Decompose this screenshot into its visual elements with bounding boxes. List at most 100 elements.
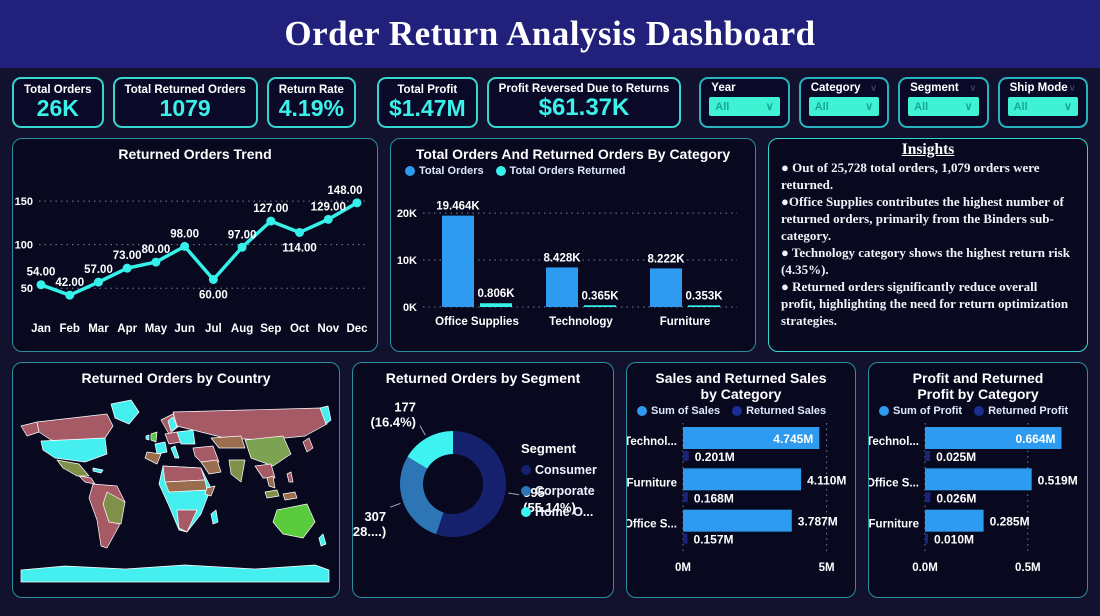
map-region-new-zealand[interactable] — [318, 533, 327, 547]
legend-item[interactable]: Home O... — [521, 505, 605, 519]
map-region-india[interactable] — [228, 459, 246, 483]
data-point-Feb[interactable] — [65, 290, 75, 300]
legend-item[interactable]: Sum of Profit — [879, 405, 962, 417]
bar-Sum of Sales-Office S...[interactable] — [683, 509, 792, 532]
bar-total-orders-Office Supplies[interactable] — [442, 215, 474, 307]
donut-slice-Corporate[interactable] — [400, 456, 444, 535]
legend-item[interactable]: Total Orders Returned — [495, 165, 626, 177]
map-region-indonesia-2[interactable] — [282, 491, 298, 501]
chevron-down-icon[interactable]: ∨ — [869, 82, 878, 94]
chevron-down-icon[interactable]: ∨ — [865, 101, 874, 113]
map-region-sweden[interactable] — [167, 416, 178, 432]
data-point-Jan[interactable] — [36, 280, 46, 290]
legend-item[interactable]: Corporate — [521, 484, 605, 498]
map-region-indonesia-1[interactable] — [264, 489, 280, 499]
chevron-down-icon[interactable]: ∨ — [964, 101, 973, 113]
bar-returned-orders-Office Supplies[interactable] — [480, 303, 512, 307]
map-region-chukotka[interactable] — [319, 405, 332, 425]
chart-text: 50 — [21, 283, 33, 295]
trend-line[interactable] — [40, 201, 358, 297]
sales-hbar-chart[interactable]: 0M 5M 4.745M 0.201M Technol... 4.110M 0.168M Fu… — [627, 417, 851, 579]
segment-dropdown[interactable]: All ∨ — [908, 97, 979, 116]
bar-Returned Profit-Furniture[interactable] — [925, 533, 928, 544]
map-region-arabia[interactable] — [200, 459, 222, 475]
bar-Returned Sales-Furniture[interactable] — [683, 492, 688, 503]
legend-item[interactable]: Total Orders — [405, 165, 484, 177]
map-region-greenland[interactable] — [110, 399, 140, 425]
chart-text: Furniture — [869, 519, 919, 531]
chevron-down-icon[interactable]: ∨ — [765, 101, 774, 113]
bar-Sum of Profit-Furniture[interactable] — [925, 509, 984, 532]
donut-slice-Home O...[interactable] — [407, 431, 453, 469]
map-region-central-america[interactable] — [78, 475, 96, 485]
category-bar-chart[interactable]: 0K 10K 20K 19.464K 0.806K Office Supplies 8.42… — [391, 177, 751, 339]
world-map-chart[interactable] — [13, 386, 337, 586]
map-region-iberia[interactable] — [144, 451, 162, 465]
bar-total-orders-Furniture[interactable] — [650, 268, 682, 307]
data-point-Apr[interactable] — [122, 263, 132, 273]
chevron-down-icon[interactable]: ∨ — [1063, 101, 1072, 113]
segment-donut-chart[interactable]: 595(55.14%)307(28....)177(16.4%) — [353, 386, 611, 590]
bar-Returned Profit-Office S...[interactable] — [925, 492, 931, 503]
data-point-May[interactable] — [151, 257, 161, 267]
data-point-Nov[interactable] — [323, 214, 333, 224]
map-region-se-asia[interactable] — [254, 463, 276, 479]
map-region-russia[interactable] — [172, 407, 328, 441]
profit-hbar-chart[interactable]: 0.0M 0.5M 0.664M 0.025M Technol... 0.519M 0.02… — [869, 417, 1083, 579]
legend-dot-icon — [521, 486, 531, 496]
bar-Sum of Sales-Furniture[interactable] — [683, 468, 802, 491]
legend-item[interactable]: Sum of Sales — [637, 405, 720, 417]
map-region-ireland[interactable] — [145, 434, 150, 441]
category-dropdown[interactable]: All ∨ — [808, 97, 880, 116]
ship-mode-dropdown[interactable]: All ∨ — [1007, 97, 1078, 116]
chevron-down-icon[interactable]: ∨ — [1068, 82, 1076, 94]
legend-item[interactable]: Returned Sales — [732, 405, 826, 417]
data-point-Mar[interactable] — [93, 277, 103, 287]
map-region-australia[interactable] — [272, 503, 316, 539]
donut-slice-Consumer[interactable] — [436, 431, 506, 537]
map-region-cuba[interactable] — [92, 467, 104, 474]
map-region-horn-of-africa[interactable] — [204, 485, 216, 497]
legend-item[interactable]: Consumer — [521, 463, 605, 477]
bar-Returned Sales-Technol...[interactable] — [683, 451, 689, 461]
bar-Sum of Profit-Technol...[interactable] — [925, 427, 1062, 449]
map-region-japan[interactable] — [302, 437, 314, 453]
data-point-Jul[interactable] — [208, 275, 218, 284]
map-region-brazil[interactable] — [102, 491, 126, 525]
bar-total-orders-Technology[interactable] — [546, 267, 578, 307]
data-point-Aug[interactable] — [237, 242, 247, 252]
map-region-mexico[interactable] — [56, 459, 90, 477]
bar-Sum of Sales-Technol...[interactable] — [683, 427, 820, 449]
map-region-italy[interactable] — [170, 445, 180, 459]
bar-returned-orders-Furniture[interactable] — [688, 305, 720, 307]
map-region-china[interactable] — [244, 435, 292, 467]
map-region-central-asia[interactable] — [210, 435, 246, 449]
map-region-alaska[interactable] — [20, 421, 40, 437]
chart-text: 127.00 — [253, 203, 288, 215]
data-point-Sep[interactable] — [266, 216, 276, 226]
map-region-usa[interactable] — [40, 437, 108, 463]
bar-returned-orders-Technology[interactable] — [584, 305, 616, 307]
map-region-eastern-europe[interactable] — [176, 429, 196, 445]
chevron-down-icon[interactable]: ∨ — [969, 82, 977, 94]
map-region-philippines[interactable] — [286, 471, 294, 483]
year-dropdown[interactable]: All ∨ — [709, 97, 780, 116]
map-region-antarctica[interactable] — [20, 564, 330, 583]
bar-Returned Sales-Office S...[interactable] — [683, 533, 688, 544]
map-region-france[interactable] — [154, 441, 168, 455]
map-region-north-africa[interactable] — [162, 465, 206, 483]
bar-Returned Profit-Technol...[interactable] — [925, 451, 931, 461]
map-region-sahel[interactable] — [164, 479, 208, 493]
data-point-Jun[interactable] — [180, 241, 190, 251]
map-region-southern-africa[interactable] — [176, 509, 198, 533]
map-region-malay[interactable] — [266, 475, 276, 489]
data-point-Dec[interactable] — [352, 198, 362, 208]
legend-item[interactable]: Returned Profit — [974, 405, 1068, 417]
chart-text: Feb — [60, 323, 80, 335]
map-region-madagascar[interactable] — [210, 509, 219, 525]
trend-line-chart[interactable]: 50 100 150 54.00 Jan 42.00 Feb 57.00 Mar 73.00 Apr… — [13, 162, 373, 346]
data-point-Oct[interactable] — [295, 227, 305, 237]
chart-text: 0.010M — [934, 533, 974, 547]
map-region-uk[interactable] — [150, 431, 158, 443]
bar-Sum of Profit-Office S...[interactable] — [925, 468, 1032, 491]
